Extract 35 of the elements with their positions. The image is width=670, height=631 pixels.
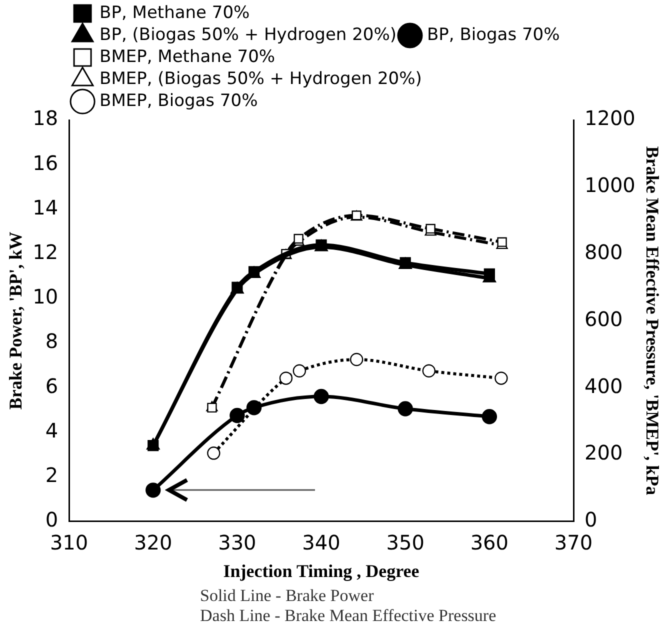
x-tick-label: 330 <box>218 530 256 555</box>
y2-tick-label: 800 <box>584 240 623 264</box>
y2-tick-label: 200 <box>584 440 623 465</box>
x-tick-label: 350 <box>386 530 424 555</box>
y-tick-label: 14 <box>32 195 58 220</box>
y-tick-label: 6 <box>45 374 58 398</box>
y2-tick-label: 1000 <box>584 173 636 198</box>
text: Dash Line - Brake Mean Effective Pressure <box>200 606 496 626</box>
legend-label: BP, Biogas 70% <box>426 24 560 45</box>
y-tick-label: 4 <box>45 418 58 442</box>
x-tick-label: 340 <box>302 530 340 555</box>
x-tick-label: 360 <box>470 530 509 555</box>
legend-label: BMEP, Methane 70% <box>100 46 276 67</box>
y2-tick-label: 400 <box>584 374 623 398</box>
x-tick-label: 320 <box>134 530 172 555</box>
x-axis-title: Injection Timing , Degree <box>223 560 420 581</box>
y-tick-label: 0 <box>45 508 58 532</box>
y2-axis-title: Brake Mean Effective Pressure, 'BMEP', kPa <box>642 146 663 496</box>
y-tick-label: 18 <box>32 106 58 130</box>
y-axis-title: Brake Power, 'BP', kW <box>5 232 26 410</box>
x-tick-label: 370 <box>554 530 593 555</box>
x-tick-label: 310 <box>50 530 88 555</box>
y2-tick-label: 600 <box>584 306 623 331</box>
legend-label: BMEP, (Biogas 50% + Hydrogen 20%) <box>100 68 422 89</box>
legend-label: BP, Methane 70% <box>100 2 250 23</box>
legend-label: BP, (Biogas 50% + Hydrogen 20%) <box>100 24 396 45</box>
y-tick-label: 10 <box>32 284 58 309</box>
text: Solid Line - Brake Power <box>200 586 375 606</box>
legend-label: BMEP, Biogas 70% <box>100 90 258 111</box>
y-tick-label: 2 <box>45 463 58 488</box>
y2-tick-label: 1200 <box>584 106 636 130</box>
y-tick-label: 12 <box>32 240 58 264</box>
y2-tick-label: 0 <box>584 508 598 532</box>
y-tick-label: 16 <box>32 150 58 175</box>
y-tick-label: 8 <box>45 329 58 354</box>
